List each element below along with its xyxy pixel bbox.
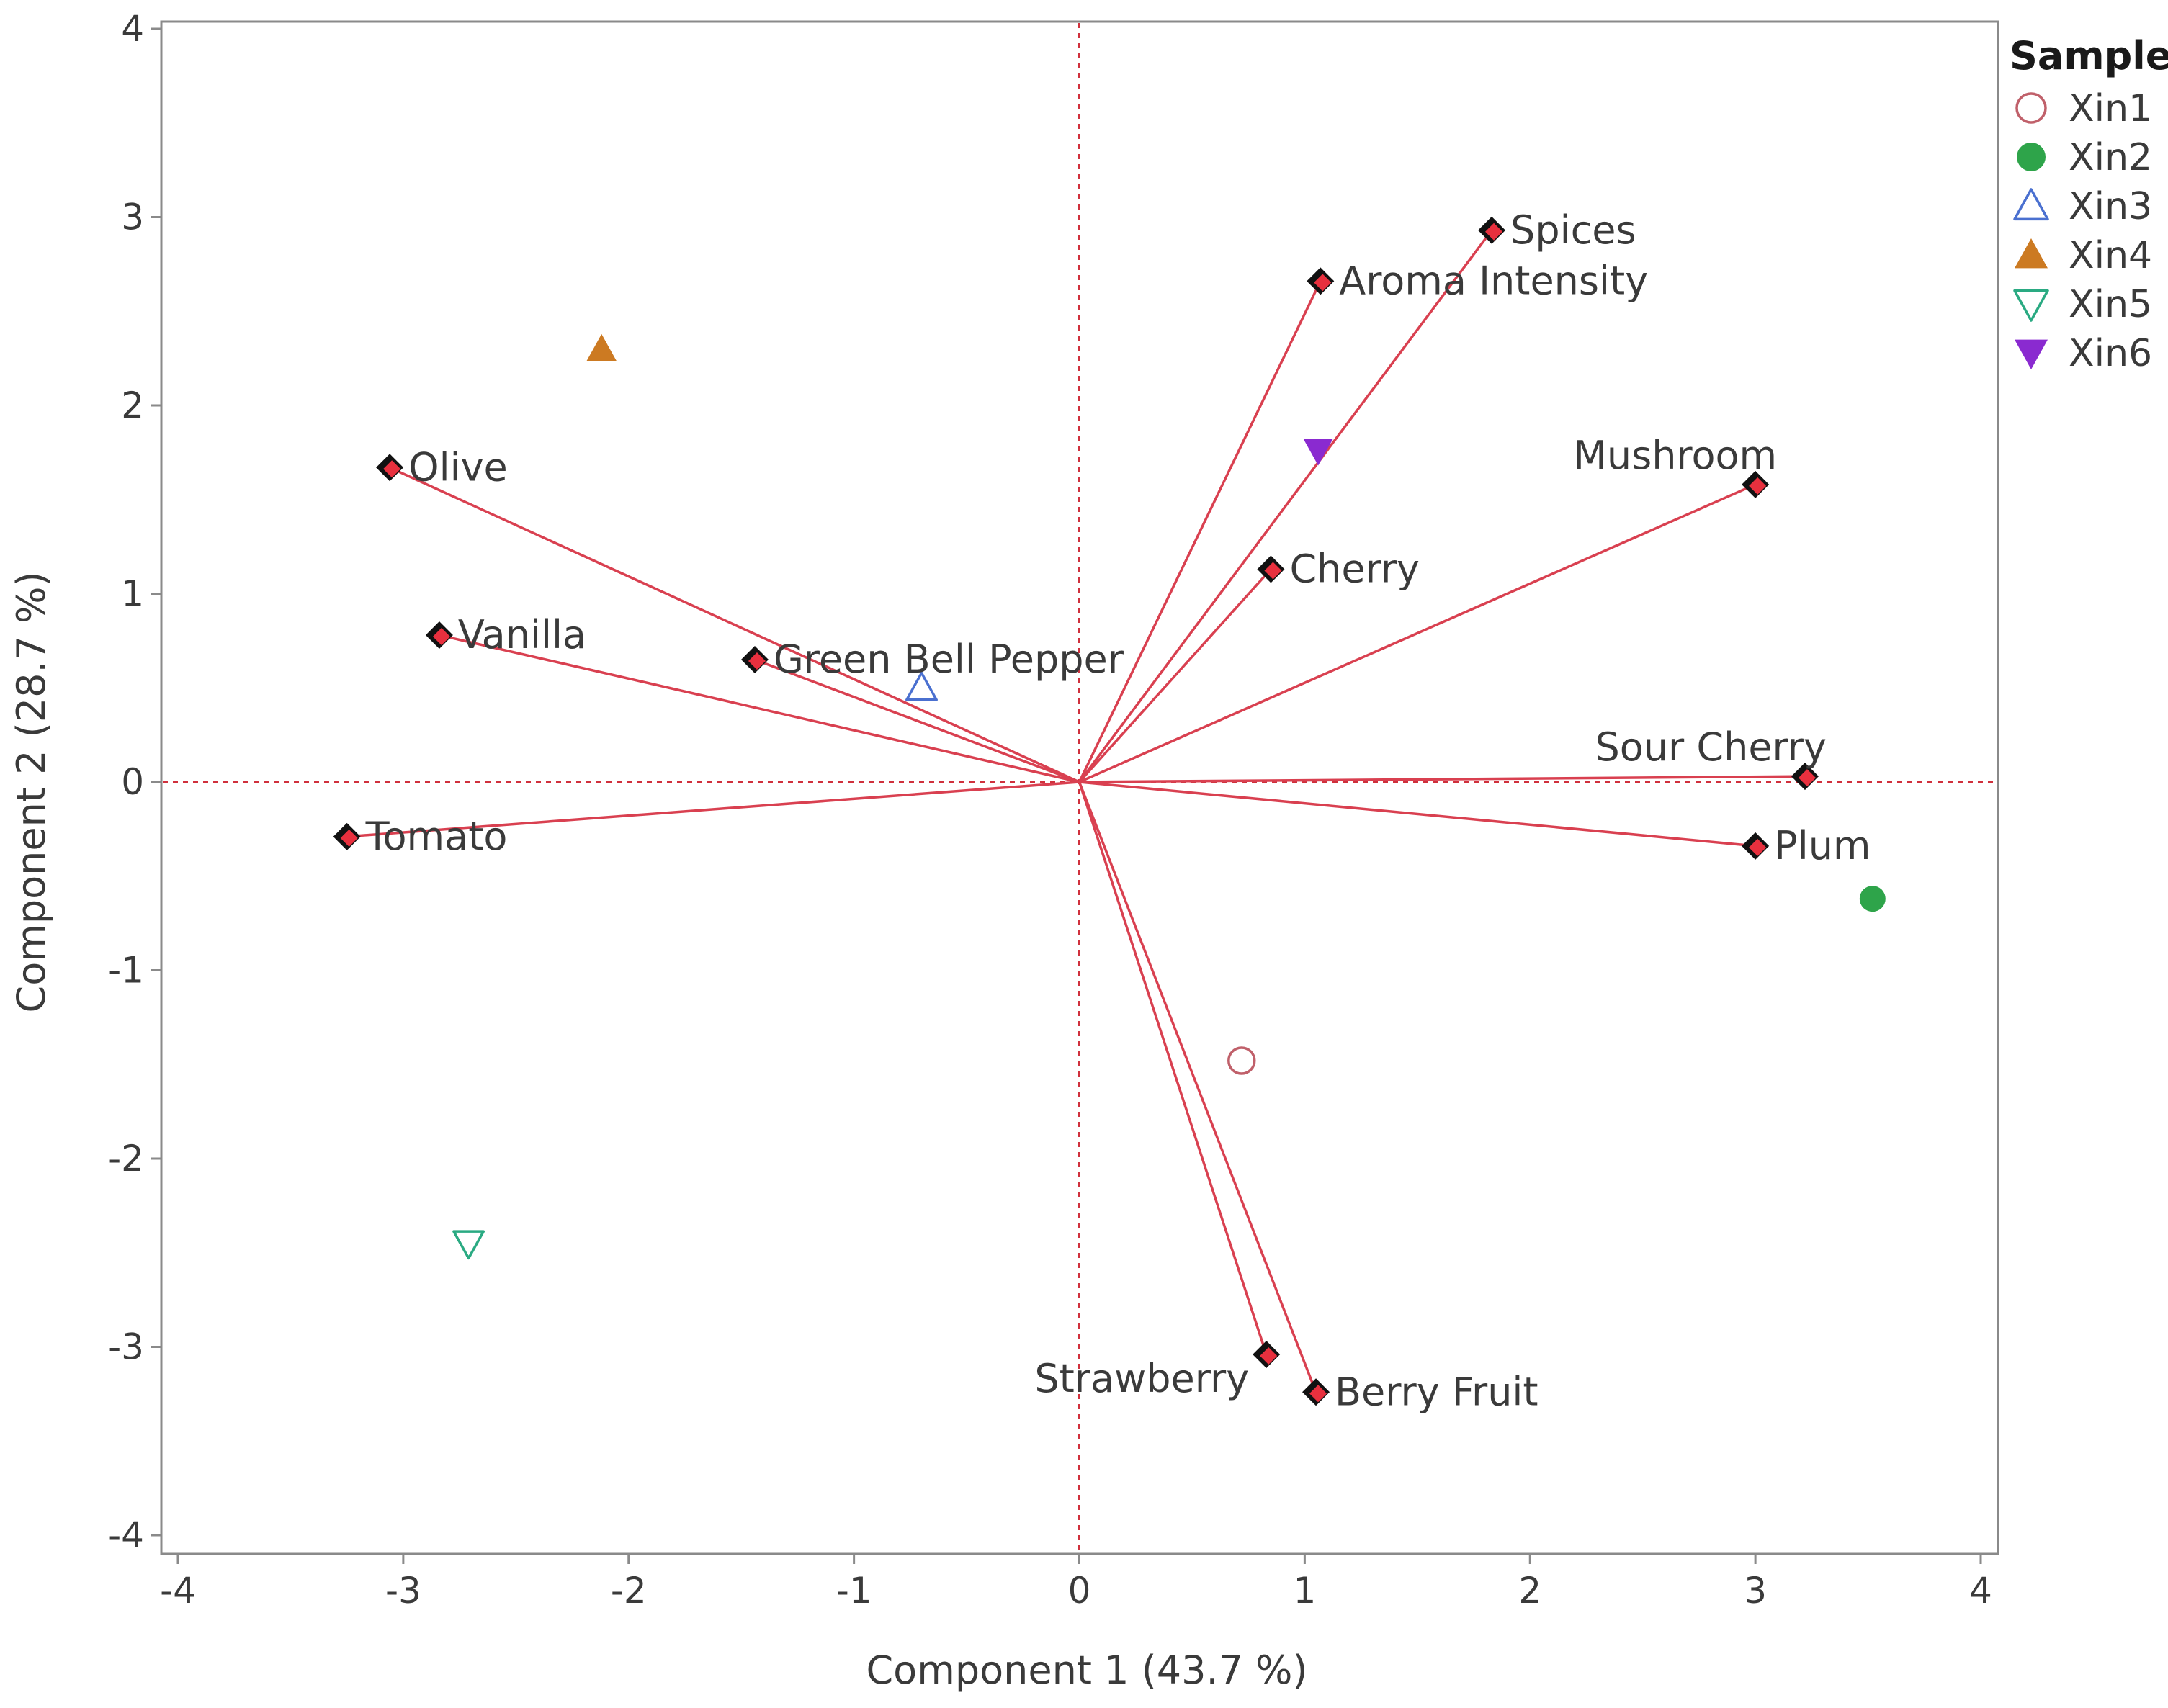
y-tick-label: 3 bbox=[121, 197, 144, 238]
loading-marker-fill-green-bell-pepper bbox=[748, 652, 766, 670]
x-tick-label: 0 bbox=[1068, 1570, 1091, 1612]
legend-label-xin5: Xin5 bbox=[2069, 283, 2152, 326]
loading-vector-cherry bbox=[1078, 568, 1272, 783]
x-tick-label: -1 bbox=[836, 1570, 872, 1612]
y-tick-label: -3 bbox=[108, 1326, 144, 1368]
loading-label-strawberry: Strawberry bbox=[1034, 1356, 1249, 1401]
loading-vector-aroma-intensity bbox=[1078, 280, 1322, 783]
y-axis-title: Component 2 (28.7 %) bbox=[9, 571, 54, 1012]
loading-vector-mushroom bbox=[1078, 483, 1756, 783]
loading-marker-fill-mushroom bbox=[1749, 477, 1767, 495]
loading-label-plum: Plum bbox=[1774, 823, 1871, 868]
y-tick-label: -1 bbox=[108, 950, 144, 992]
loading-marker-fill-cherry bbox=[1264, 562, 1282, 580]
legend-marker-xin5 bbox=[2013, 289, 2049, 322]
loading-vector-plum bbox=[1079, 781, 1756, 848]
legend: Sample Xin1 Xin2 Xin3 Xin4 Xin5 Xin6 bbox=[2010, 33, 2168, 375]
legend-title: Sample bbox=[2010, 33, 2168, 78]
loading-vector-berry-fruit bbox=[1078, 781, 1317, 1393]
loading-label-berry-fruit: Berry Fruit bbox=[1335, 1369, 1538, 1414]
x-axis-title: Component 1 (43.7 %) bbox=[866, 1648, 1307, 1693]
loading-marker-fill-spices bbox=[1485, 223, 1503, 241]
legend-marker-xin1 bbox=[2015, 92, 2047, 124]
loading-marker-fill-olive bbox=[383, 460, 401, 478]
loading-vector-olive bbox=[389, 466, 1080, 783]
x-tick-label: 1 bbox=[1293, 1570, 1316, 1612]
sample-point-xin5 bbox=[452, 1230, 485, 1260]
x-tick-label: -4 bbox=[160, 1570, 196, 1612]
loading-marker-fill-vanilla bbox=[432, 628, 450, 646]
sample-point-xin1 bbox=[1227, 1046, 1256, 1075]
legend-label-xin1: Xin1 bbox=[2069, 87, 2152, 130]
loading-label-green-bell-pepper: Green Bell Pepper bbox=[774, 637, 1124, 682]
loading-vector-sour-cherry bbox=[1079, 775, 1805, 783]
sample-point-xin3 bbox=[905, 671, 938, 701]
y-tick-label: 4 bbox=[121, 8, 144, 50]
loading-label-tomato: Tomato bbox=[365, 814, 508, 859]
legend-label-xin6: Xin6 bbox=[2069, 332, 2152, 375]
loading-marker-fill-aroma-intensity bbox=[1314, 274, 1332, 292]
sample-point-xin2 bbox=[1859, 886, 1886, 912]
x-tick-label: 3 bbox=[1744, 1570, 1767, 1612]
loading-label-mushroom: Mushroom bbox=[1573, 433, 1777, 478]
legend-marker-xin2 bbox=[2017, 143, 2046, 171]
y-tick-label: 2 bbox=[121, 385, 144, 426]
loading-vector-green-bell-pepper bbox=[754, 658, 1080, 783]
loading-marker-fill-strawberry bbox=[1260, 1347, 1278, 1365]
y-tick-label: 0 bbox=[121, 761, 144, 803]
loading-label-olive: Olive bbox=[408, 444, 508, 490]
loading-vector-tomato bbox=[346, 781, 1080, 838]
loading-vector-spices bbox=[1078, 229, 1493, 783]
x-tick-label: -3 bbox=[385, 1570, 421, 1612]
loading-marker-fill-tomato bbox=[340, 829, 358, 847]
x-tick-label: 4 bbox=[1969, 1570, 1992, 1612]
legend-marker-xin6 bbox=[2015, 339, 2048, 369]
legend-label-xin4: Xin4 bbox=[2069, 234, 2152, 277]
loading-marker-fill-sour-cherry bbox=[1798, 769, 1816, 787]
loading-label-spices: Spices bbox=[1510, 207, 1636, 253]
loading-label-vanilla: Vanilla bbox=[458, 612, 586, 657]
loading-marker-fill-berry-fruit bbox=[1309, 1385, 1327, 1403]
sample-point-xin6 bbox=[1303, 439, 1333, 466]
y-tick-label: 1 bbox=[121, 573, 144, 615]
loading-label-cherry: Cherry bbox=[1289, 547, 1420, 592]
loading-marker-fill-plum bbox=[1749, 838, 1767, 856]
x-tick-label: 2 bbox=[1518, 1570, 1541, 1612]
legend-marker-xin3 bbox=[2013, 188, 2049, 221]
y-tick-label: -2 bbox=[108, 1138, 144, 1179]
sample-point-xin4 bbox=[586, 333, 617, 361]
y-tick-label: -4 bbox=[108, 1514, 144, 1556]
loading-vector-vanilla bbox=[439, 634, 1080, 783]
legend-marker-xin4 bbox=[2015, 238, 2048, 269]
x-tick-label: -2 bbox=[611, 1570, 647, 1612]
legend-label-xin2: Xin2 bbox=[2069, 136, 2152, 179]
loading-label-sour-cherry: Sour Cherry bbox=[1595, 724, 1826, 770]
loading-label-aroma-intensity: Aroma Intensity bbox=[1339, 258, 1648, 303]
loading-vector-strawberry bbox=[1078, 781, 1268, 1355]
legend-label-xin3: Xin3 bbox=[2069, 185, 2152, 228]
